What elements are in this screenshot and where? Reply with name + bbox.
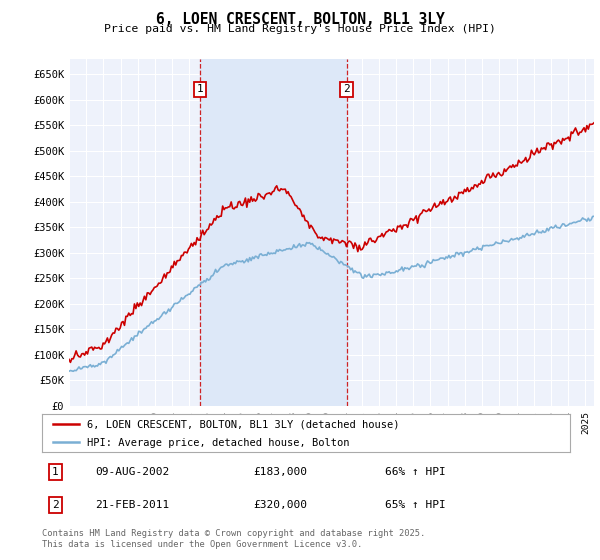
Text: 6, LOEN CRESCENT, BOLTON, BL1 3LY: 6, LOEN CRESCENT, BOLTON, BL1 3LY: [155, 12, 445, 27]
Text: 1: 1: [52, 467, 59, 477]
Text: Contains HM Land Registry data © Crown copyright and database right 2025.
This d: Contains HM Land Registry data © Crown c…: [42, 529, 425, 549]
Text: Price paid vs. HM Land Registry's House Price Index (HPI): Price paid vs. HM Land Registry's House …: [104, 24, 496, 34]
Text: 2: 2: [52, 500, 59, 510]
Bar: [200, 59, 347, 406]
Text: £183,000: £183,000: [253, 467, 307, 477]
Text: 09-AUG-2002: 09-AUG-2002: [95, 467, 169, 477]
Text: 2: 2: [343, 85, 350, 95]
Text: £320,000: £320,000: [253, 500, 307, 510]
Text: HPI: Average price, detached house, Bolton: HPI: Average price, detached house, Bolt…: [87, 437, 349, 447]
Text: 6, LOEN CRESCENT, BOLTON, BL1 3LY (detached house): 6, LOEN CRESCENT, BOLTON, BL1 3LY (detac…: [87, 419, 400, 430]
Text: 21-FEB-2011: 21-FEB-2011: [95, 500, 169, 510]
Text: 66% ↑ HPI: 66% ↑ HPI: [385, 467, 446, 477]
Text: 65% ↑ HPI: 65% ↑ HPI: [385, 500, 446, 510]
Text: 1: 1: [197, 85, 203, 95]
